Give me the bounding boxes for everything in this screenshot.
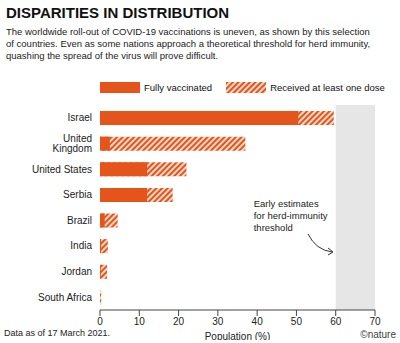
svg-text:20: 20 bbox=[173, 316, 185, 327]
svg-text:40: 40 bbox=[252, 316, 264, 327]
svg-text:India: India bbox=[70, 240, 92, 251]
svg-text:Brazil: Brazil bbox=[67, 215, 92, 226]
svg-text:70: 70 bbox=[369, 316, 381, 327]
svg-text:60: 60 bbox=[330, 316, 342, 327]
html-text:The worldwide roll-out of COVI: The worldwide roll-out of COVID-19 vacci… bbox=[6, 26, 371, 61]
svg-text:0: 0 bbox=[97, 316, 103, 327]
svg-text:UnitedKingdom: UnitedKingdom bbox=[53, 133, 92, 154]
svg-text:10: 10 bbox=[134, 316, 146, 327]
svg-text:30: 30 bbox=[212, 316, 224, 327]
html-text:Fully vaccinated: Fully vaccinated bbox=[144, 82, 213, 93]
html-text:DISPARITIES IN DISTRIBUTION: DISPARITIES IN DISTRIBUTION bbox=[6, 4, 230, 21]
svg-text:United States: United States bbox=[32, 164, 92, 175]
html-text:©nature: ©nature bbox=[360, 329, 396, 340]
html-text:Data as of 17 March 2021.: Data as of 17 March 2021. bbox=[4, 328, 111, 338]
svg-text:Jordan: Jordan bbox=[61, 266, 92, 277]
svg-text:South Africa: South Africa bbox=[38, 292, 92, 303]
svg-text:Population (%): Population (%) bbox=[205, 331, 271, 340]
html-text:Early estimates for herd-immun: Early estimates for herd-immunity thresh… bbox=[253, 198, 328, 233]
svg-text:Serbia: Serbia bbox=[63, 189, 92, 200]
svg-text:Israel: Israel bbox=[68, 112, 92, 123]
svg-text:50: 50 bbox=[291, 316, 303, 327]
html-text:Received at least one dose: Received at least one dose bbox=[270, 82, 385, 93]
